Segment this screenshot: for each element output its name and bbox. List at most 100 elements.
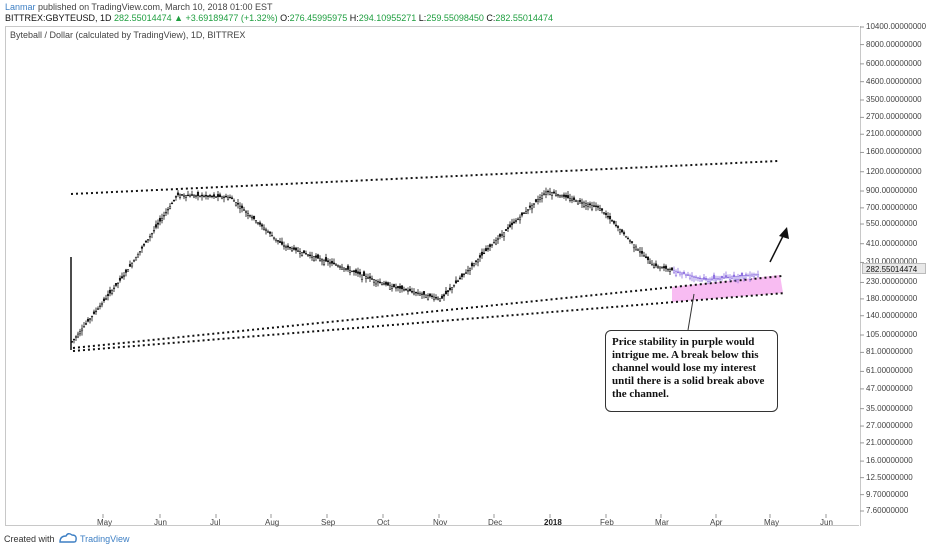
candle-body [192,195,196,198]
candle-body [616,226,620,228]
candle-body [648,261,652,264]
candle-body [608,216,612,220]
candle-body [154,224,158,228]
candle-body [394,287,398,289]
candle-body [726,276,730,279]
candle-body [98,305,102,307]
candle-body [564,194,568,198]
candle-body [486,248,490,250]
price-change: ▲ +3.69189477 (+1.32%) [174,13,278,23]
candle-body [276,240,280,242]
chart-pane[interactable] [5,26,859,526]
candle-body [502,232,506,237]
candle-body [448,287,452,290]
candle-body [268,231,272,234]
month-label: May [764,518,780,527]
candle-body [638,250,642,253]
author-link[interactable]: Lanmar [5,2,36,12]
price-axis-label: 410.00000000 [866,238,918,248]
candle-body [362,271,366,276]
candle-body [644,256,648,258]
candle-body [496,238,500,240]
candle-body [358,271,362,275]
candle-body [696,277,700,279]
candle-body [144,240,148,243]
candle-body [444,290,448,295]
candle-body [186,194,190,197]
candle-body [468,267,472,271]
price-axis-label: 1600.00000000 [866,147,922,157]
candle-body [96,308,100,310]
candle-body [402,289,406,291]
candle-body [472,263,476,266]
candle-body [450,287,454,290]
candle-body [738,275,742,277]
candle-body [166,208,170,211]
candle-body [560,195,564,198]
symbol-label[interactable]: BITTREX:GBYTEUSD, 1D [5,13,112,23]
candle-body [424,294,428,299]
candle-body [304,253,308,255]
candle-body [600,208,604,211]
candle-body [180,194,184,196]
candle-body [90,315,94,318]
candle-body [104,297,108,300]
candle-body [306,254,310,256]
candle-body [506,227,510,229]
consolidation-channel [672,275,783,302]
price-axis-label: 700.00000000 [866,202,918,212]
candle-body [138,251,142,253]
candle-body [328,262,332,265]
candle-body [376,281,380,283]
candle-body [226,196,230,200]
candle-body [360,274,364,280]
arrow-head [779,227,789,239]
candle-body [366,277,370,279]
candle-body [586,203,590,207]
candle-body [518,216,522,221]
candle-body [420,293,424,295]
candle-body [380,282,384,285]
candle-body [100,303,104,306]
candle-body [346,265,350,270]
candle-body [296,250,300,252]
candle-body [628,240,632,242]
candle-body [142,244,146,246]
month-label: Sep [321,518,336,527]
candle-body [378,281,382,283]
candle-body [274,238,278,241]
annotation-note[interactable]: Price stability in purple would intrigue… [605,330,778,412]
candle-body [624,235,628,238]
tradingview-brand[interactable]: TradingView [80,534,130,544]
candle-body [744,274,748,276]
candle-body [712,274,716,279]
candle-body [238,205,242,209]
price-axis-label: 180.00000000 [866,293,918,303]
candle-body [72,338,76,341]
candle-body [156,222,160,225]
candle-body [218,194,222,198]
open-value: 276.45995975 [289,13,348,23]
candle-body [158,217,162,222]
price-axis-label: 35.00000000 [866,403,913,413]
candle-body [114,283,118,286]
candle-body [702,277,706,280]
candle-body [646,256,650,261]
low-label: L: [418,13,427,23]
candle-body [662,266,666,269]
candle-body [272,236,276,239]
candle-body [108,289,112,294]
candle-body [722,277,726,279]
candle-body [530,205,534,210]
candle-body [290,248,294,252]
candle-body [680,272,684,275]
candle-body [710,278,714,280]
price-axis[interactable] [860,26,932,526]
candle-body [632,244,636,249]
candle-body [322,260,326,265]
candle-body [396,286,400,289]
candle-body [282,245,286,247]
candle-body [572,197,576,200]
candle-body [382,283,386,286]
